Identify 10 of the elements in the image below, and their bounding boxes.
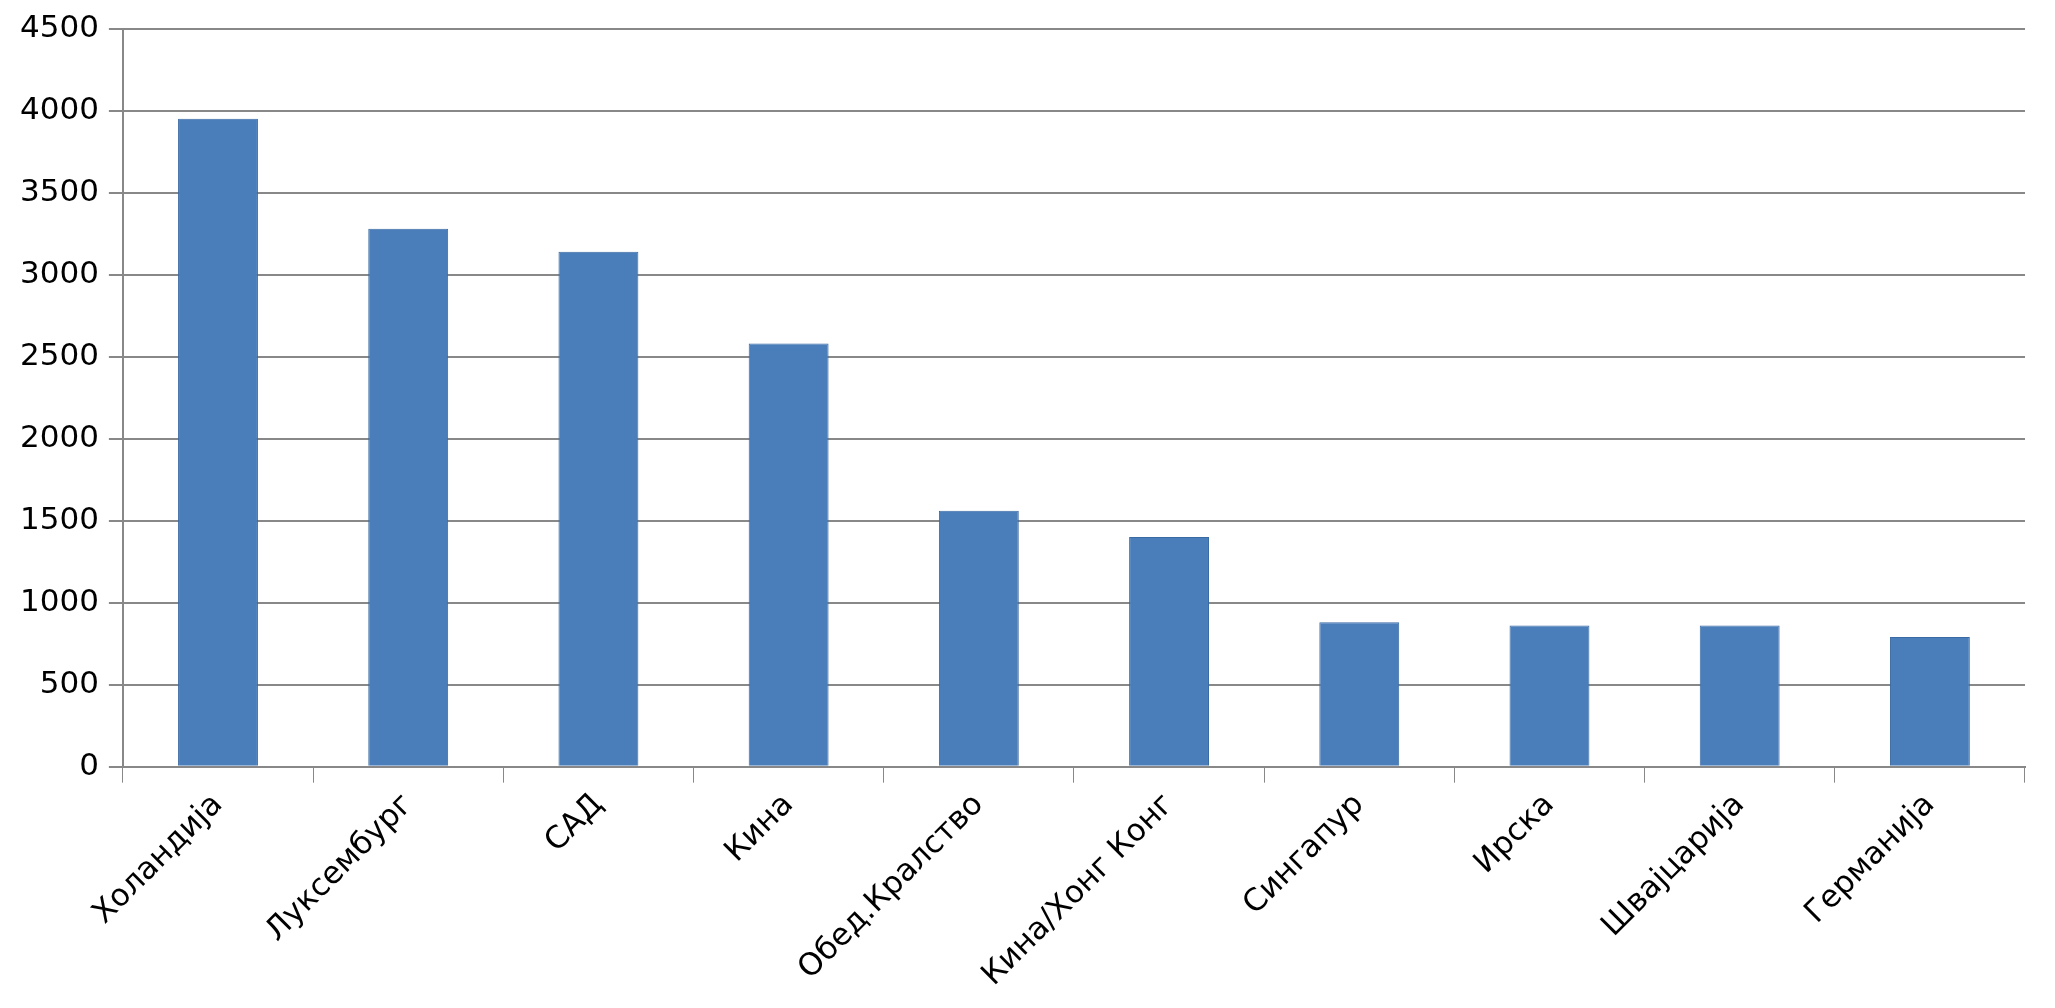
y-tick-label: 3500 (19, 171, 99, 208)
y-tick-label: 4000 (19, 89, 99, 126)
y-tick-label: 2500 (19, 335, 99, 372)
y-tick-label: 1500 (19, 499, 99, 536)
y-tick-label: 0 (79, 745, 99, 782)
y-tick-label: 4500 (19, 7, 99, 44)
y-tick-label: 3000 (19, 253, 99, 290)
y-tick-label: 500 (39, 663, 99, 700)
y-tick-label: 2000 (19, 417, 99, 454)
y-tick-label: 1000 (19, 581, 99, 618)
